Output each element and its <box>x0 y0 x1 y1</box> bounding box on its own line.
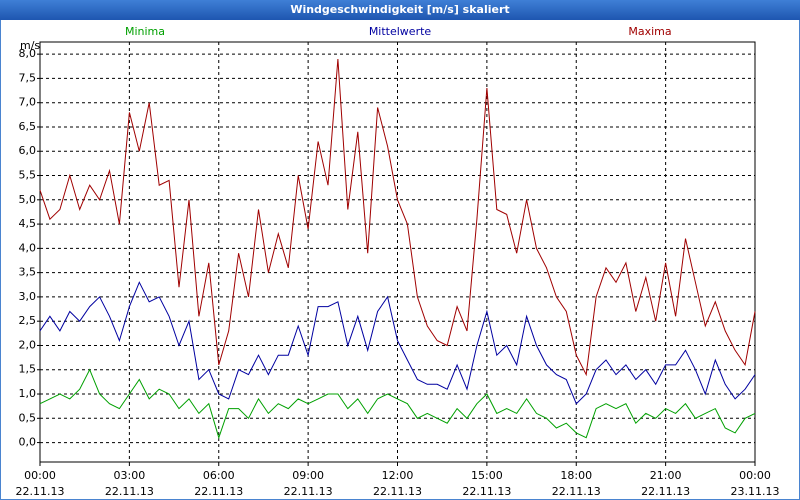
y-tick-label: 5,0 <box>19 193 37 206</box>
y-tick-label: 7,5 <box>19 71 37 84</box>
x-tick-label: 21:00 22.11.13 <box>641 469 690 498</box>
y-tick-label: 8,0 <box>19 47 37 60</box>
x-tick-label: 06:00 22.11.13 <box>194 469 243 498</box>
x-tick-label: 00:00 23.11.13 <box>731 469 780 498</box>
x-tick-label: 12:00 22.11.13 <box>373 469 422 498</box>
series-line <box>39 368 756 440</box>
x-tick-label: 18:00 22.11.13 <box>552 469 601 498</box>
x-tick-label: 03:00 22.11.13 <box>105 469 154 498</box>
y-tick-label: 2,5 <box>19 314 37 327</box>
series-line <box>39 281 756 405</box>
y-tick-label: 1,5 <box>19 363 37 376</box>
legend-label: Maxima <box>628 25 671 38</box>
y-tick-label: 0,0 <box>19 436 37 449</box>
y-tick-label: 4,0 <box>19 241 37 254</box>
y-tick-label: 2,0 <box>19 338 37 351</box>
y-tick-label: 6,0 <box>19 144 37 157</box>
y-tick-label: 4,5 <box>19 217 37 230</box>
legend-label: Minima <box>125 25 165 38</box>
y-tick-label: 0,5 <box>19 411 37 424</box>
y-tick-label: 6,5 <box>19 120 37 133</box>
x-tick-label: 15:00 22.11.13 <box>462 469 511 498</box>
y-tick-label: 7,0 <box>19 96 37 109</box>
series-line <box>39 58 756 377</box>
title-bar <box>0 0 800 20</box>
legend-label: Mittelwerte <box>369 25 432 38</box>
chart-title: Windgeschwindigkeit [m/s] skaliert <box>290 3 509 16</box>
y-tick-label: 1,0 <box>19 387 37 400</box>
y-tick-label: 3,5 <box>19 266 37 279</box>
x-tick-label: 09:00 22.11.13 <box>284 469 333 498</box>
x-tick-label: 00:00 22.11.13 <box>16 469 65 498</box>
y-axis-label: m/s <box>20 39 40 52</box>
y-tick-label: 5,5 <box>19 169 37 182</box>
y-tick-label: 3,0 <box>19 290 37 303</box>
